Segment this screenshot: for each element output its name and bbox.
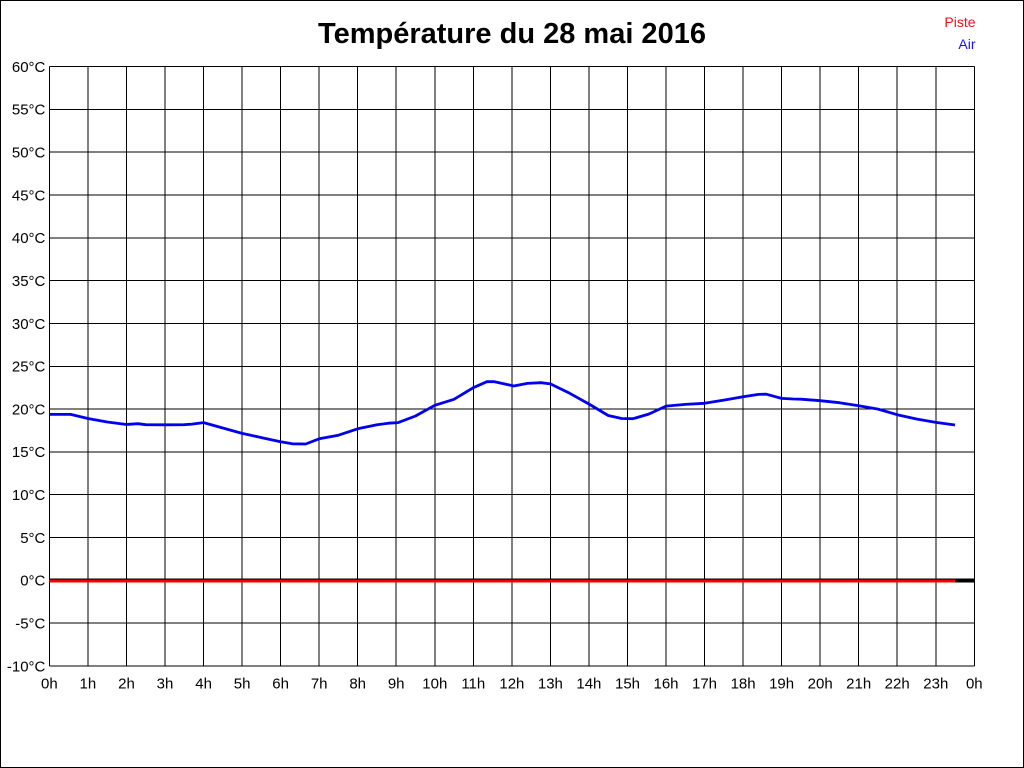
svg-text:21h: 21h (846, 675, 871, 692)
svg-text:16h: 16h (653, 675, 678, 692)
svg-text:25°C: 25°C (12, 359, 46, 376)
svg-text:23h: 23h (923, 675, 948, 692)
svg-text:18h: 18h (731, 675, 756, 692)
svg-text:2h: 2h (118, 675, 135, 692)
svg-text:1h: 1h (80, 675, 97, 692)
svg-text:0°C: 0°C (20, 573, 45, 590)
svg-text:7h: 7h (311, 675, 328, 692)
svg-text:0h: 0h (966, 675, 983, 692)
svg-text:-5°C: -5°C (15, 616, 45, 633)
svg-text:5°C: 5°C (20, 530, 45, 547)
svg-text:22h: 22h (885, 675, 910, 692)
svg-text:10h: 10h (422, 675, 447, 692)
svg-text:17h: 17h (692, 675, 717, 692)
svg-text:11h: 11h (461, 675, 485, 692)
svg-text:3h: 3h (157, 675, 174, 692)
svg-text:55°C: 55°C (12, 102, 46, 119)
svg-text:10°C: 10°C (12, 487, 46, 504)
svg-text:35°C: 35°C (12, 273, 46, 290)
svg-text:45°C: 45°C (12, 187, 46, 204)
svg-text:20°C: 20°C (12, 401, 46, 418)
svg-text:4h: 4h (195, 675, 212, 692)
svg-text:14h: 14h (576, 675, 601, 692)
svg-text:50°C: 50°C (12, 145, 46, 162)
svg-text:20h: 20h (808, 675, 833, 692)
svg-text:5h: 5h (234, 675, 251, 692)
svg-text:15h: 15h (615, 675, 640, 692)
svg-text:30°C: 30°C (12, 316, 46, 333)
svg-text:19h: 19h (769, 675, 794, 692)
svg-text:13h: 13h (538, 675, 563, 692)
svg-text:6h: 6h (272, 675, 289, 692)
svg-text:8h: 8h (349, 675, 366, 692)
svg-text:15°C: 15°C (12, 444, 46, 461)
svg-text:9h: 9h (388, 675, 405, 692)
svg-text:0h: 0h (41, 675, 58, 692)
svg-text:-10°C: -10°C (7, 658, 46, 675)
svg-text:12h: 12h (499, 675, 524, 692)
svg-text:40°C: 40°C (12, 230, 46, 247)
svg-text:60°C: 60°C (12, 59, 46, 76)
